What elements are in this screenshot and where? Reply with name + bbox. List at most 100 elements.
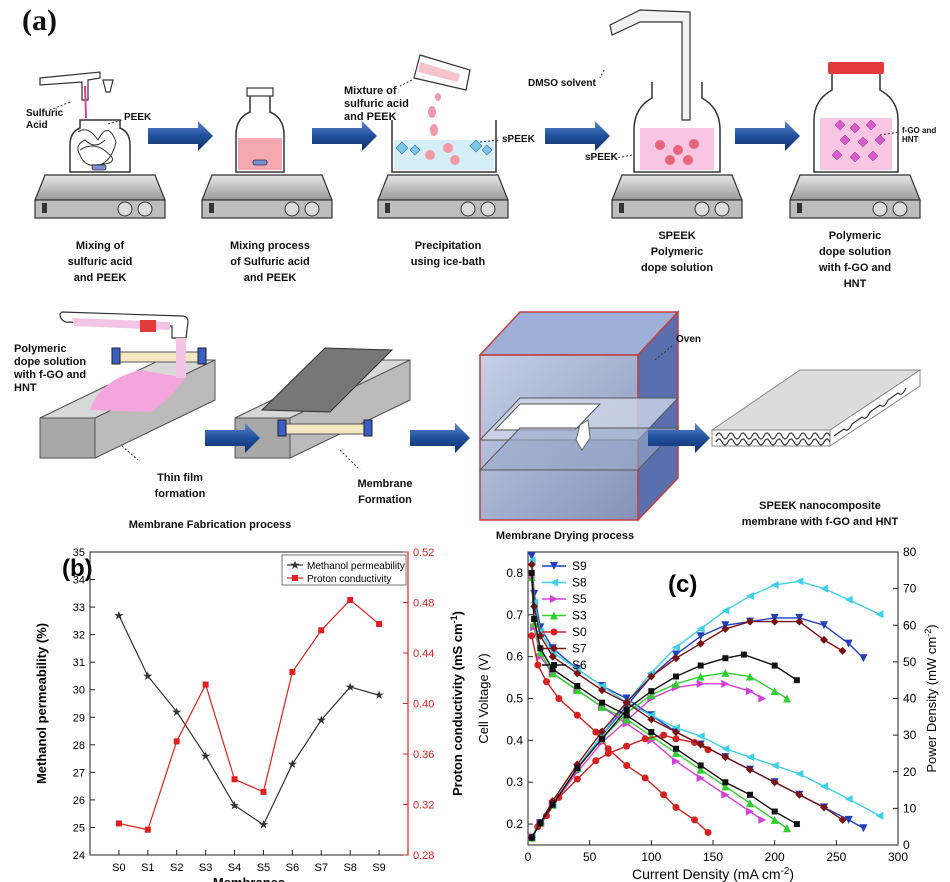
oven (478, 310, 680, 522)
chart-c-power-point (592, 757, 600, 765)
chart-c-legend-marker (551, 662, 557, 668)
chart-c-voltage-point (623, 712, 630, 719)
chart-c-voltage-point (548, 652, 557, 661)
chart-c-series-S7 (527, 560, 847, 842)
chart-b-series-0: ★ ★ ★ ★ ★ ★ ★ ★ ★ ★ (114, 608, 385, 831)
chart-c-legend-marker (550, 611, 558, 620)
chart-c-power-point (770, 580, 779, 589)
arrow-membrane-oven (410, 423, 470, 453)
chart-c-power-point (844, 639, 853, 648)
chart-c-power-point (820, 621, 828, 630)
chart-c-voltage-point (672, 757, 680, 766)
chart-c-power-point (875, 610, 884, 619)
chart-c-voltage-point (574, 682, 581, 689)
chart-c-legend-marker (550, 644, 558, 653)
chart-c-ytick-right-label: 30 (903, 728, 917, 742)
chart-c-voltage-point (527, 556, 536, 565)
chart-b-ytick-left-label: 28 (73, 740, 85, 752)
chart-b-series-line (118, 599, 380, 831)
chart-c-power-point (672, 654, 680, 663)
chart-b-ytick-right-label: 0.52 (413, 547, 434, 559)
chart-c-voltage-point (592, 728, 600, 736)
chart-c-voltage-point (771, 808, 778, 815)
chart-c-power-point (622, 698, 631, 707)
chart-b-ytick-left-label: 35 (73, 547, 85, 559)
chart-b-ytick-left-label: 27 (73, 767, 85, 779)
chart-c-legend-marker (550, 628, 558, 636)
chart-b-ytick-left-label: 32 (73, 630, 85, 642)
chart-b-xtick-label: S6 (286, 862, 299, 874)
chart-c-voltage-point (770, 778, 779, 787)
chart-c-voltage-point (573, 711, 581, 719)
chart-c-legend-label: S8 (572, 576, 587, 590)
chart-c-voltage-point (704, 828, 712, 836)
chart-c-legend-label: S5 (572, 592, 587, 606)
chart-c-voltage-point (722, 779, 729, 786)
label-peek: PEEK (124, 112, 152, 123)
chart-c-series-S5 (527, 573, 767, 842)
label-drying: Membrane Drying process (495, 530, 635, 542)
chart-b-xtick-label: S9 (372, 862, 385, 874)
chart-c-voltage-point (746, 753, 754, 762)
chart-b-point: ★ (229, 798, 240, 812)
chart-c-voltage-point (673, 745, 679, 752)
chart-b-ytick-right-label: 0.28 (413, 850, 434, 862)
chart-b-point (260, 788, 267, 795)
chart-c-power-point (696, 624, 705, 633)
chart-c-power-point (660, 731, 668, 739)
label-final-membrane: SPEEK nanocomposite membrane with f-GO an… (741, 500, 899, 528)
chart-c-letter: (c) (668, 571, 697, 598)
chart-c-voltage-point (721, 744, 730, 753)
chart-c-power-point (838, 646, 847, 655)
chart-b-series-line (118, 615, 380, 826)
chart-c-ytick-left-label: 0.3 (506, 775, 523, 789)
chart-c-power-point (758, 694, 767, 703)
chart-c-power-point (672, 735, 680, 743)
chart-c-ytick-left-label: 0.8 (506, 566, 523, 580)
chart-c-xtick-label: 150 (703, 850, 723, 864)
chart-c-voltage-point (536, 631, 545, 640)
chart-c-xtick-label: 50 (583, 850, 597, 864)
chart-c-voltage-point (598, 686, 606, 695)
chart-c-power-point (673, 673, 679, 680)
chart-c-voltage-point (672, 803, 680, 811)
chart-c-voltage-point (746, 765, 754, 774)
chart-b-legend: ★ Methanol permeability Proton conductivit… (281, 554, 407, 586)
chart-c-voltage-point (838, 815, 847, 824)
chart-b-ytick-left-label: 25 (73, 822, 85, 834)
chart-c-legend-label: S9 (572, 559, 587, 573)
process-diagram (34, 9, 922, 522)
label-speek-precip: sPEEK (502, 134, 535, 145)
chart-c-power-line (531, 734, 709, 839)
chart-c-ytick-right-label: 10 (903, 801, 917, 815)
chart-b-ytick-right-label: 0.36 (413, 749, 434, 761)
label-sulfuric-acid: Sulfuric Acid (26, 108, 64, 131)
caption-step3: Precipitation using ice-bath (410, 240, 486, 268)
label-dope-pour: Polymeric dope solution with f-GO and HNT (14, 343, 87, 394)
chart-c-voltage-point (573, 665, 582, 674)
arrow-4-5 (735, 121, 800, 151)
caption-step2: Mixing process of Sulfuric acid and PEEK (229, 240, 311, 284)
chart-c-voltage-point (573, 686, 582, 695)
flask-step5 (789, 62, 921, 219)
chart-b-point (202, 681, 209, 688)
chart-c-voltage-point (537, 645, 544, 652)
chart-c-legend-marker (550, 562, 558, 570)
chart-c-voltage-point (783, 824, 791, 833)
chart-c-voltage-point (622, 715, 631, 724)
chart-c-voltage-point (672, 748, 680, 757)
chart-c-voltage-point (844, 794, 853, 803)
chart-b-ytick-left-label: 33 (73, 602, 85, 614)
chart-c-ytick-right-label: 0 (903, 838, 910, 852)
chart-b-point: ★ (171, 705, 182, 719)
chart-c-voltage-point (598, 681, 606, 690)
chart-c-power-point (648, 688, 655, 695)
chart-c-power-point (795, 577, 804, 586)
chart-c-legend: S9 S8 S5 S3 S0 S7 S6 (542, 559, 587, 672)
chart-c-power-point (696, 679, 705, 688)
chart-c-power-point (604, 749, 612, 757)
chart-c-power-point (722, 655, 729, 662)
chart-c-series-S6 (528, 569, 800, 841)
chart-c-power-point (721, 606, 730, 615)
flask-step4 (599, 9, 743, 219)
